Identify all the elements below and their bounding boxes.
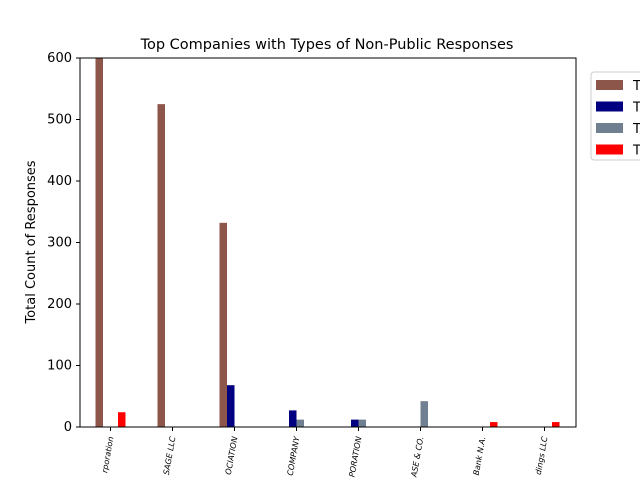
bar <box>227 385 235 427</box>
legend-swatch <box>596 101 623 112</box>
legend-swatch <box>596 123 623 133</box>
bar <box>296 419 304 427</box>
x-tick-labels: rporation SAGE LLC OCIATION COMPANY PORATION… <box>100 435 549 479</box>
legend-label: T <box>632 101 640 116</box>
y-tick-label: 600 <box>47 51 72 66</box>
y-tick-label: 100 <box>47 359 72 374</box>
legend-label: T <box>632 79 640 94</box>
bar <box>289 410 297 427</box>
legend-box <box>590 71 640 161</box>
y-axis-label: Total Count of Responses <box>24 160 39 324</box>
y-tick-label: 0 <box>64 420 72 435</box>
plot-frame <box>79 57 577 428</box>
x-tick-label: SAGE LLC <box>162 435 178 475</box>
x-tick-label: COMPANY <box>286 435 302 477</box>
bar <box>351 419 359 427</box>
bar <box>358 419 366 427</box>
y-tick-label: 300 <box>47 236 72 251</box>
x-tick-label: OCIATION <box>224 436 240 476</box>
x-tick-label: rporation <box>100 436 115 474</box>
bar <box>95 58 103 427</box>
x-tick-label: Bank N.A. <box>472 436 488 476</box>
bar <box>157 104 165 428</box>
bar <box>118 412 126 427</box>
x-tick-label: ASE & CO. <box>409 436 425 479</box>
y-tick-label: 500 <box>47 113 72 128</box>
x-tick-label: dings LLC <box>534 435 550 475</box>
bar <box>219 222 227 427</box>
bar <box>420 401 428 427</box>
legend-swatch <box>596 80 623 90</box>
y-tick-label: 200 <box>47 297 72 312</box>
plot-area: 0 100 200 300 400 500 600 rporation SAGE LLC OCIA… <box>47 51 577 479</box>
chart-title: Top Companies with Types of Non-Public R… <box>140 37 514 53</box>
bar <box>552 422 560 427</box>
legend-swatch <box>596 144 623 155</box>
y-tick-label: 400 <box>47 174 72 189</box>
x-tick-label: PORATION <box>347 436 363 478</box>
bar <box>490 422 498 427</box>
legend-label: T <box>632 122 640 137</box>
legend-label: T <box>632 144 640 159</box>
